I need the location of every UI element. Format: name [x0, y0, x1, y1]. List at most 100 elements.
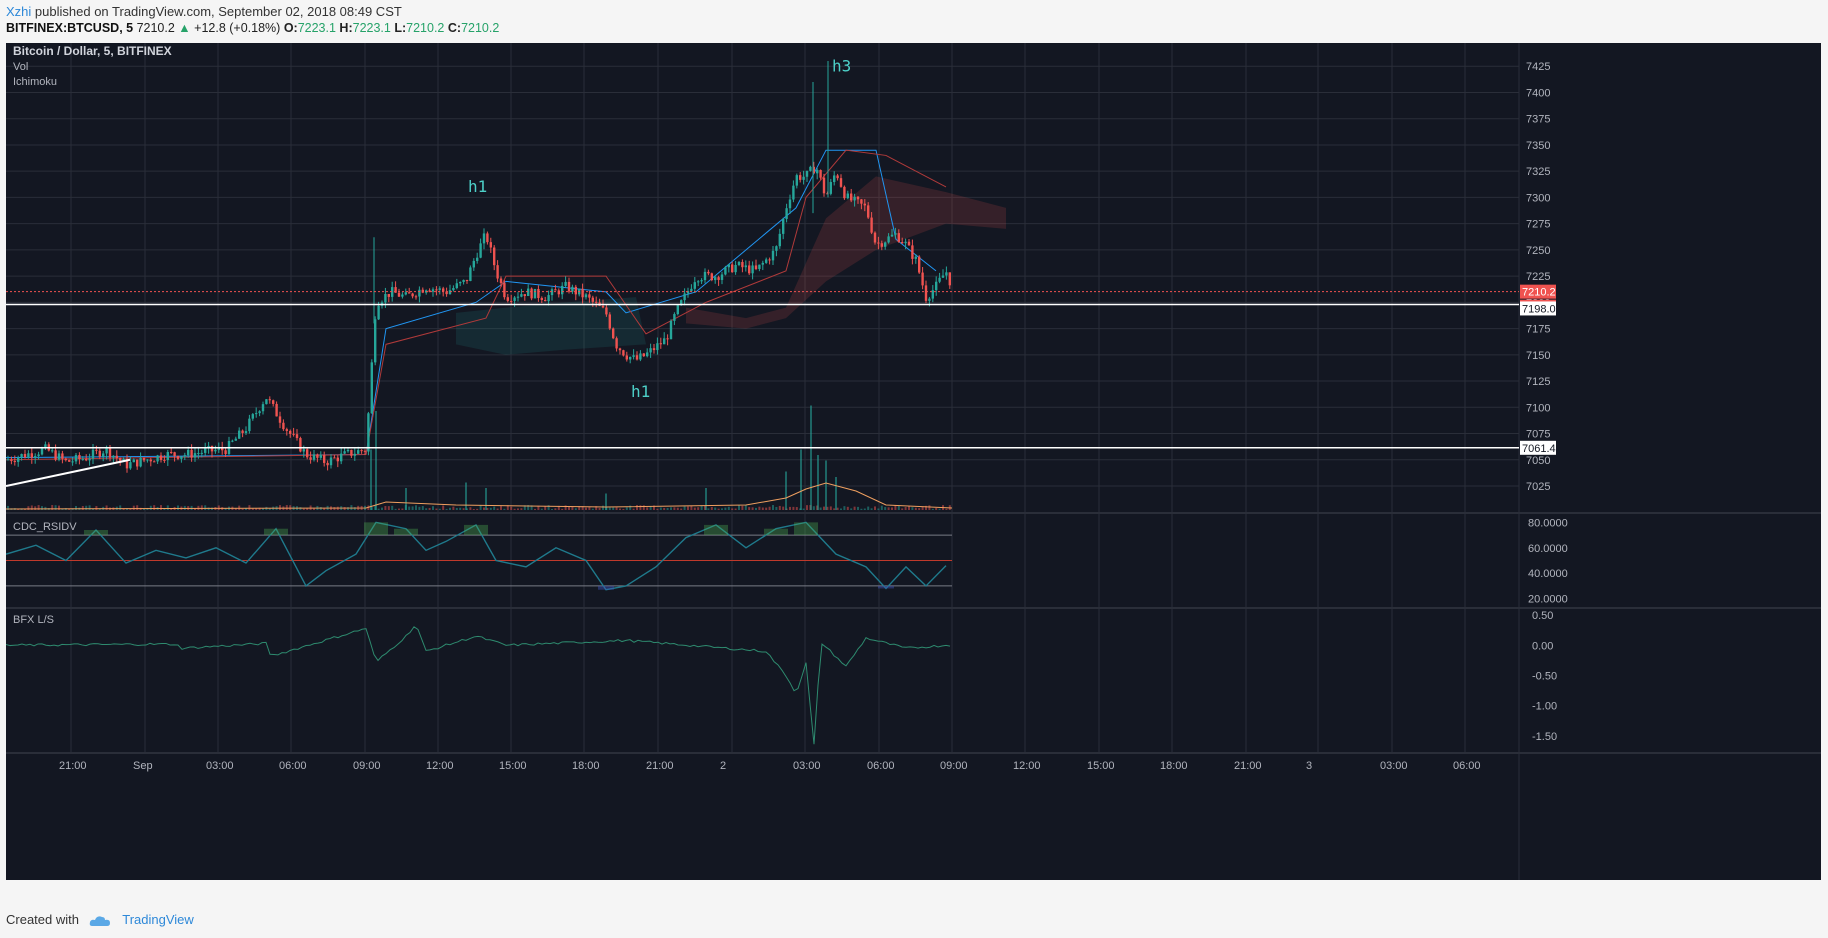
candle-body [669, 320, 673, 340]
annotation-label: h1 [468, 177, 487, 196]
candle-body [81, 458, 84, 460]
volume-bar [632, 508, 635, 510]
volume-bar [268, 508, 271, 510]
candle-body [156, 455, 159, 462]
candle-body [499, 278, 503, 284]
candle-body [251, 414, 254, 419]
candle-body [547, 295, 550, 302]
candle-body [64, 458, 67, 461]
volume-bar [825, 460, 827, 510]
candle-body [268, 399, 271, 401]
candle-body [442, 288, 445, 292]
volume-bar [612, 507, 615, 510]
volume-bar [731, 508, 734, 510]
volume-bar [527, 505, 530, 510]
candle-body [153, 461, 156, 463]
candle-body [170, 452, 173, 454]
candle-body [37, 454, 40, 457]
candle-body [605, 307, 608, 315]
volume-bar [190, 505, 193, 510]
volume-bar [415, 505, 417, 510]
candle-body [435, 289, 438, 291]
candle-body [319, 455, 322, 458]
candle-body [557, 290, 560, 295]
time-axis-label: 06:00 [1453, 760, 1481, 772]
volume-bar [75, 505, 77, 510]
candle-body [530, 288, 533, 299]
candle-body [537, 288, 540, 298]
volume-bar [931, 508, 934, 510]
candle-body [795, 175, 798, 186]
volume-bar [81, 506, 84, 510]
candle-body [693, 282, 696, 289]
candle-body [703, 271, 707, 281]
bfx-axis-label: -1.50 [1532, 731, 1557, 743]
volume-bar [486, 508, 489, 510]
chart-canvas[interactable]: h1 h3 h1 Bitcoin / Dollar, 5, BITFINEX Vol Ic… [6, 43, 1821, 880]
volume-bar [598, 507, 601, 510]
volume-bar [523, 505, 526, 510]
candle-body [122, 458, 125, 461]
price-axis-label: 7125 [1526, 376, 1550, 388]
tradingview-link[interactable]: TradingView [122, 912, 194, 927]
volume-bar [806, 505, 808, 510]
candle-body [663, 338, 666, 345]
volume-bar [479, 505, 482, 510]
volume-bar [375, 411, 377, 510]
candle-body [822, 177, 826, 194]
volume-bar [789, 506, 791, 510]
rsi-axis-label: 20.0000 [1528, 594, 1568, 606]
candle-body [676, 305, 679, 315]
volume-bar [945, 508, 948, 510]
publication-header: Xzhi published on TradingView.com, Septe… [6, 4, 402, 19]
candle-body [350, 449, 353, 456]
volume-bar [649, 506, 652, 510]
candle-body [343, 451, 346, 454]
candle-body [102, 453, 105, 457]
candle-body [112, 455, 115, 458]
last-price-badge: 7210.2 [1522, 287, 1556, 299]
candle-body [853, 196, 856, 201]
candle-body [401, 294, 404, 297]
volume-bar [717, 508, 720, 510]
volume-bar [581, 506, 584, 510]
candle-body [948, 272, 951, 286]
candle-body [843, 186, 846, 199]
candle-body [788, 199, 792, 209]
candle-body [533, 288, 537, 299]
ichimoku-kijun-line [6, 149, 947, 461]
level-badge-7061: 7061.4 [1522, 443, 1556, 455]
chart-area[interactable]: h1 h3 h1 Bitcoin / Dollar, 5, BITFINEX Vol Ic… [6, 43, 1821, 880]
volume-bar [656, 508, 659, 510]
candle-body [564, 281, 567, 286]
volume-bar [472, 508, 475, 510]
candle-body [34, 456, 37, 458]
time-axis-label: Sep [133, 760, 153, 772]
cloud-logo-icon [89, 915, 110, 926]
candle-body [700, 280, 703, 282]
rsi-overbought-fill [704, 524, 728, 536]
volume-bar [741, 505, 744, 510]
ichimoku-cloud-bull [456, 297, 646, 355]
volume-bar [347, 507, 349, 510]
rsi-axis-label: 40.0000 [1528, 568, 1568, 580]
time-axis-label: 03:00 [793, 760, 821, 772]
candle-body [204, 448, 207, 453]
candle-body [768, 259, 771, 261]
time-axis-label: 2 [720, 760, 726, 772]
candle-body [68, 460, 71, 462]
candle-body [292, 433, 295, 435]
volume-bar [248, 505, 251, 510]
price-axis-label: 7425 [1526, 61, 1550, 73]
time-axis-label: 03:00 [206, 760, 234, 772]
price-axis-label: 7275 [1526, 219, 1550, 231]
volume-bar [676, 507, 679, 510]
candle-body [486, 233, 489, 243]
volume-bar [85, 505, 88, 510]
volume-bar [921, 506, 924, 510]
candle-body [907, 241, 911, 246]
author-link[interactable]: Xzhi [6, 4, 32, 19]
volume-bar [772, 505, 774, 510]
volume-bar [588, 507, 591, 510]
volume-bar [561, 508, 564, 510]
